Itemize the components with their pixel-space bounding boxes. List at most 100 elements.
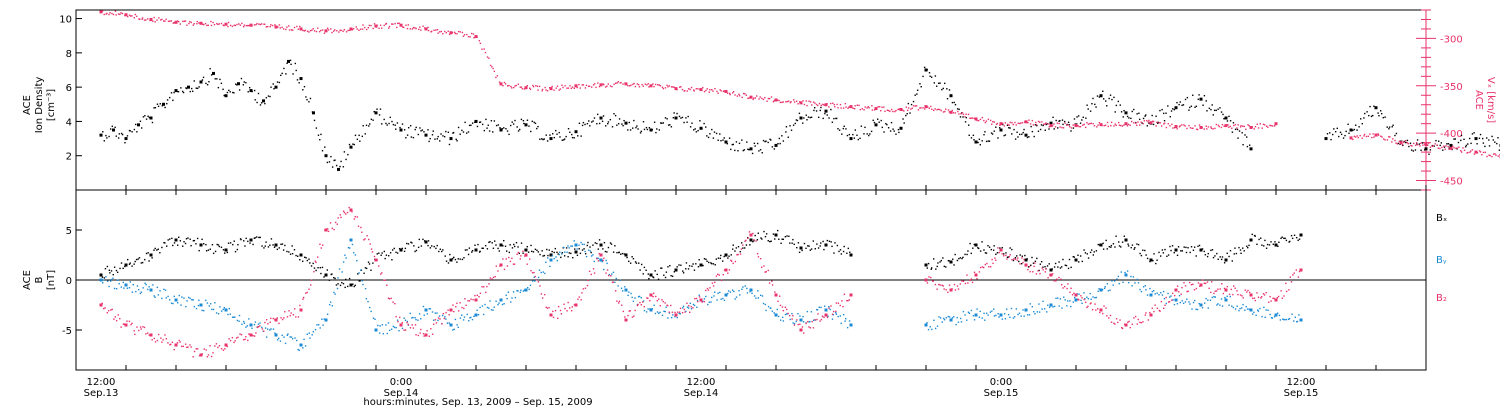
bottom-fill-dot-bz [1139,322,1140,323]
bottom-fill-dot-bz [467,300,468,301]
bottom-fill-dot-by [1118,276,1119,277]
bottom-fill-dot-bx [931,267,932,268]
bottom-fill-dot-bz [1192,284,1193,285]
bottom-point-bz [1125,324,1128,327]
bottom-fill-dot-by [189,298,190,299]
top-fill-dot-vx [840,107,841,108]
bottom-fill-dot-bx [777,230,778,231]
bottom-fill-dot-by [849,320,850,321]
top-fill-dot-density [579,123,580,124]
top-fill-dot-vx [845,103,846,104]
bottom-fill-dot-by [476,310,477,311]
top-fill-dot-density [1241,132,1242,133]
top-fill-dot-density [781,135,782,136]
bottom-fill-dot-bx [560,257,561,258]
bottom-fill-dot-bx [1260,237,1261,238]
bottom-fill-dot-bz [415,334,416,335]
bottom-fill-dot-bx [801,250,802,251]
top-fill-dot-density [607,123,608,124]
bottom-fill-dot-bx [666,271,667,272]
top-fill-dot-vx [403,27,404,28]
top-fill-dot-density [943,88,944,89]
bottom-fill-dot-bx [1036,258,1037,259]
top-fill-dot-vx [862,108,863,109]
top-fill-dot-density [856,135,857,136]
bottom-fill-dot-by [710,301,711,302]
bottom-point-bx [600,244,603,247]
bottom-fill-dot-by [747,292,748,293]
top-fill-dot-density [806,119,807,120]
top-fill-dot-vx [281,27,282,28]
top-point-density [212,72,215,75]
top-fill-dot-density [722,139,723,140]
bottom-fill-dot-by [348,247,349,248]
bottom-fill-dot-by [1194,300,1195,301]
bottom-fill-dot-bx [442,249,443,250]
top-fill-dot-density [1242,144,1243,145]
bottom-fill-dot-bx [1141,255,1142,256]
top-fill-dot-density [1420,150,1421,151]
top-fill-dot-density [355,135,356,136]
top-fill-dot-density [180,87,181,88]
top-fill-dot-density [1202,105,1203,106]
bottom-fill-dot-by [261,327,262,328]
top-fill-dot-density [539,139,540,140]
bottom-fill-dot-bz [166,338,167,339]
bottom-fill-dot-bz [808,326,809,327]
top-point-vx [125,13,128,16]
top-fill-dot-density [612,126,613,127]
bottom-fill-dot-bx [1082,261,1083,262]
top-fill-dot-vx [922,107,923,108]
bottom-fill-dot-bx [414,251,415,252]
top-fill-dot-density [158,106,159,107]
top-fill-dot-density [833,118,834,119]
bottom-fill-dot-bz [688,305,689,306]
top-fill-dot-density [434,138,435,139]
bottom-fill-dot-by [1037,311,1038,312]
bottom-fill-dot-bz [1017,259,1018,260]
bottom-fill-dot-by [112,278,113,279]
bottom-fill-dot-by [603,269,604,270]
bottom-fill-dot-bz [1041,267,1042,268]
bottom-fill-dot-bx [823,249,824,250]
bottom-fill-dot-bz [792,315,793,316]
top-fill-dot-vx [780,102,781,103]
bottom-fill-dot-by [561,253,562,254]
bottom-fill-dot-bx [736,247,737,248]
top-point-vx [1350,136,1353,139]
top-point-vx [275,26,278,29]
top-fill-dot-density [218,87,219,88]
top-fill-dot-vx [1422,144,1423,145]
bottom-fill-dot-bx [936,266,937,267]
top-fill-dot-vx [314,30,315,31]
top-fill-dot-density [1368,115,1369,116]
bottom-fill-dot-bz [378,265,379,266]
bottom-fill-dot-bx [1052,268,1053,269]
bottom-fill-dot-bz [311,280,312,281]
bottom-point-bz [475,299,478,302]
top-fill-dot-vx [507,85,508,86]
top-fill-dot-density [340,161,341,162]
bottom-fill-dot-by [976,308,977,309]
bottom-fill-dot-bx [295,255,296,256]
bottom-fill-dot-by [417,320,418,321]
bottom-point-bz [825,314,828,317]
bottom-fill-dot-by [105,276,106,277]
top-fill-dot-density [147,116,148,117]
bottom-fill-dot-bz [360,227,361,228]
bottom-fill-dot-by [437,320,438,321]
top-fill-dot-density [379,114,380,115]
bottom-fill-dot-bz [787,313,788,314]
top-fill-dot-vx [1260,123,1261,124]
bottom-fill-dot-bx [816,243,817,244]
bottom-fill-dot-by [366,298,367,299]
top-fill-dot-vx [738,94,739,95]
x-tick-time-label: 0:00 [390,377,412,388]
top-fill-dot-density [1417,139,1418,140]
top-fill-dot-vx [320,30,321,31]
top-fill-dot-density [861,125,862,126]
top-fill-dot-density [468,131,469,132]
top-fill-dot-vx [302,30,303,31]
top-fill-dot-density [453,132,454,133]
bottom-fill-dot-by [680,313,681,314]
